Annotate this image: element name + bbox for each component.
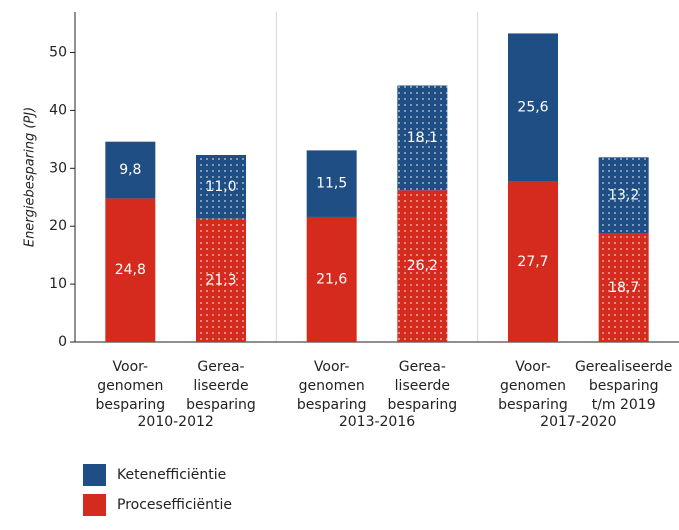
value-label: 18,7 xyxy=(608,280,639,296)
x-tick-label: besparing xyxy=(589,378,659,394)
x-tick-label: liseerde xyxy=(395,378,450,394)
group-label: 2010-2012 xyxy=(138,414,214,430)
value-label: 11,0 xyxy=(205,179,236,195)
legend-swatch xyxy=(83,464,106,486)
x-tick-label: Voor- xyxy=(314,359,350,375)
group-label: 2013-2016 xyxy=(339,414,415,430)
x-tick-label: besparing xyxy=(297,397,367,413)
dot-pattern xyxy=(397,85,448,191)
bar-segment xyxy=(306,216,357,342)
value-label: 25,6 xyxy=(517,100,548,116)
value-label: 21,6 xyxy=(316,271,347,287)
dot-pattern xyxy=(196,155,246,219)
bar-segment xyxy=(105,141,156,199)
value-label: 26,2 xyxy=(407,258,438,274)
x-tick-label: genomen xyxy=(97,378,163,394)
x-tick-label: besparing xyxy=(498,397,568,413)
x-tick-label: liseerde xyxy=(193,378,248,394)
x-tick-label: t/m 2019 xyxy=(592,397,656,413)
bar-segment xyxy=(508,181,558,342)
x-tick-label: genomen xyxy=(500,378,566,394)
y-tick-label: 30 xyxy=(49,160,67,176)
value-label: 24,8 xyxy=(115,262,146,278)
dot-pattern xyxy=(598,157,649,234)
value-label: 13,2 xyxy=(608,188,639,204)
bar-segment xyxy=(105,198,156,342)
bar-segment xyxy=(508,33,558,182)
y-tick-label: 20 xyxy=(49,218,67,234)
legend-swatch xyxy=(83,494,106,516)
value-label: 21,3 xyxy=(205,272,236,288)
y-tick-label: 50 xyxy=(49,45,67,61)
x-tick-label: besparing xyxy=(95,397,165,413)
x-tick-label: Voor- xyxy=(515,359,551,375)
legend-label: Procesefficiëntie xyxy=(117,497,232,513)
bar-segment xyxy=(306,150,357,217)
y-tick-label: 0 xyxy=(58,334,67,350)
value-label: 27,7 xyxy=(517,254,548,270)
y-tick-label: 40 xyxy=(49,102,67,118)
dot-pattern xyxy=(397,190,448,342)
y-tick-label: 10 xyxy=(49,276,67,292)
group-label: 2017-2020 xyxy=(540,414,616,430)
x-tick-label: besparing xyxy=(387,397,457,413)
x-tick-label: Gerea- xyxy=(399,359,446,375)
value-label: 18,1 xyxy=(407,130,438,146)
x-tick-label: Gerealiseerde xyxy=(575,359,672,375)
x-tick-label: genomen xyxy=(299,378,365,394)
legend-label: Ketenefficiëntie xyxy=(117,467,226,483)
value-label: 9,8 xyxy=(119,162,141,178)
x-tick-label: besparing xyxy=(186,397,256,413)
y-axis-label: Energiebesparing (PJ) xyxy=(23,107,38,247)
dot-pattern xyxy=(598,233,649,342)
dot-pattern xyxy=(196,218,246,342)
x-tick-label: Gerea- xyxy=(197,359,244,375)
x-tick-label: Voor- xyxy=(113,359,149,375)
value-label: 11,5 xyxy=(316,176,347,192)
